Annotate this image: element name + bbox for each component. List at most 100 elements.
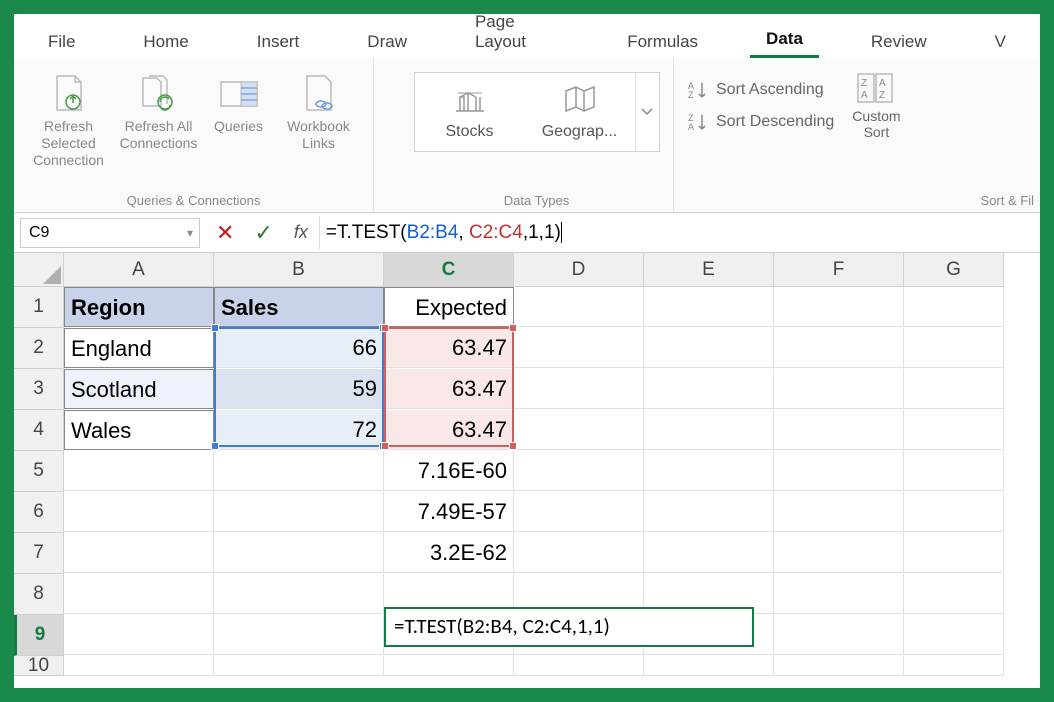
cell-D1[interactable] [514, 287, 644, 327]
cell-G5[interactable] [904, 451, 1004, 491]
row-header-8[interactable]: 8 [14, 574, 64, 615]
col-header-D[interactable]: D [514, 253, 644, 287]
cell-A7[interactable] [64, 533, 214, 573]
row-header-9[interactable]: 9 [14, 615, 64, 656]
formula-accept-button[interactable]: ✓ [244, 220, 282, 246]
cell-C6[interactable]: 7.49E-57 [384, 492, 514, 532]
cell-F7[interactable] [774, 533, 904, 573]
cell-C1[interactable]: Expected [384, 287, 514, 327]
custom-sort-button[interactable]: ZAAZ Custom Sort [844, 66, 908, 146]
cell-E6[interactable] [644, 492, 774, 532]
cell-C3[interactable]: 63.47 [384, 369, 514, 409]
tab-review[interactable]: Review [855, 26, 943, 58]
row-header-7[interactable]: 7 [14, 533, 64, 574]
cell-D5[interactable] [514, 451, 644, 491]
cell-B3[interactable]: 59 [214, 369, 384, 409]
active-cell-editor[interactable]: =T.TEST(B2:B4, C2:C4,1,1) [384, 607, 754, 647]
cell-B10[interactable] [214, 656, 384, 676]
cell-A6[interactable] [64, 492, 214, 532]
cell-B8[interactable] [214, 574, 384, 614]
cell-D3[interactable] [514, 369, 644, 409]
cell-D2[interactable] [514, 328, 644, 368]
col-header-G[interactable]: G [904, 253, 1004, 287]
row-header-5[interactable]: 5 [14, 451, 64, 492]
geography-button[interactable]: Geograp... [525, 73, 635, 151]
row-header-1[interactable]: 1 [14, 287, 64, 328]
cell-F6[interactable] [774, 492, 904, 532]
tab-file[interactable]: File [32, 26, 91, 58]
cell-B7[interactable] [214, 533, 384, 573]
cell-D10[interactable] [514, 656, 644, 676]
col-header-E[interactable]: E [644, 253, 774, 287]
formula-cancel-button[interactable]: ✕ [206, 220, 244, 246]
queries-button[interactable]: Queries [204, 66, 274, 193]
spreadsheet-grid[interactable]: A B C D E F G 1 Region Sales Expected 2 … [14, 253, 1040, 676]
cell-A1[interactable]: Region [64, 287, 214, 327]
cell-C7[interactable]: 3.2E-62 [384, 533, 514, 573]
cell-F2[interactable] [774, 328, 904, 368]
cell-F10[interactable] [774, 656, 904, 676]
tab-view-truncated[interactable]: V [979, 26, 1022, 58]
row-header-4[interactable]: 4 [14, 410, 64, 451]
cell-B9[interactable] [214, 615, 384, 655]
name-box[interactable]: C9 ▾ [20, 218, 200, 248]
cell-G2[interactable] [904, 328, 1004, 368]
cell-A9[interactable] [64, 615, 214, 655]
cell-G7[interactable] [904, 533, 1004, 573]
cell-A10[interactable] [64, 656, 214, 676]
cell-G8[interactable] [904, 574, 1004, 614]
cell-E7[interactable] [644, 533, 774, 573]
cell-B6[interactable] [214, 492, 384, 532]
cell-D4[interactable] [514, 410, 644, 450]
cell-E1[interactable] [644, 287, 774, 327]
tab-formulas[interactable]: Formulas [611, 26, 714, 58]
cell-C5[interactable]: 7.16E-60 [384, 451, 514, 491]
refresh-selected-button[interactable]: Refresh Selected Connection [24, 66, 114, 193]
tab-insert[interactable]: Insert [241, 26, 316, 58]
tab-draw[interactable]: Draw [351, 26, 423, 58]
cell-E4[interactable] [644, 410, 774, 450]
cell-E2[interactable] [644, 328, 774, 368]
cell-B2[interactable]: 66 [214, 328, 384, 368]
cell-G3[interactable] [904, 369, 1004, 409]
col-header-A[interactable]: A [64, 253, 214, 287]
row-header-2[interactable]: 2 [14, 328, 64, 369]
cell-A5[interactable] [64, 451, 214, 491]
sort-descending-button[interactable]: ZA Sort Descending [688, 106, 834, 138]
select-all-corner[interactable] [14, 253, 64, 287]
cell-G10[interactable] [904, 656, 1004, 676]
row-header-3[interactable]: 3 [14, 369, 64, 410]
cell-F1[interactable] [774, 287, 904, 327]
cell-B4[interactable]: 72 [214, 410, 384, 450]
cell-E10[interactable] [644, 656, 774, 676]
cell-C10[interactable] [384, 656, 514, 676]
cell-F5[interactable] [774, 451, 904, 491]
cell-E5[interactable] [644, 451, 774, 491]
cell-F4[interactable] [774, 410, 904, 450]
cell-G1[interactable] [904, 287, 1004, 327]
sort-ascending-button[interactable]: AZ Sort Ascending [688, 74, 834, 106]
formula-input[interactable]: =T.TEST(B2:B4, C2:C4,1,1) [319, 216, 1040, 250]
cell-F3[interactable] [774, 369, 904, 409]
cell-A4[interactable]: Wales [64, 410, 214, 450]
cell-F9[interactable] [774, 615, 904, 655]
cell-E3[interactable] [644, 369, 774, 409]
tab-data[interactable]: Data [750, 23, 819, 58]
cell-D7[interactable] [514, 533, 644, 573]
stocks-button[interactable]: Stocks [415, 73, 525, 151]
cell-D6[interactable] [514, 492, 644, 532]
cell-B5[interactable] [214, 451, 384, 491]
col-header-C[interactable]: C [384, 253, 514, 287]
cell-C4[interactable]: 63.47 [384, 410, 514, 450]
refresh-all-button[interactable]: Refresh All Connections [114, 66, 204, 193]
tab-home[interactable]: Home [127, 26, 204, 58]
cell-G6[interactable] [904, 492, 1004, 532]
row-header-6[interactable]: 6 [14, 492, 64, 533]
col-header-F[interactable]: F [774, 253, 904, 287]
cell-C2[interactable]: 63.47 [384, 328, 514, 368]
cell-B1[interactable]: Sales [214, 287, 384, 327]
row-header-10[interactable]: 10 [14, 656, 64, 676]
cell-A3[interactable]: Scotland [64, 369, 214, 409]
cell-A2[interactable]: England [64, 328, 214, 368]
fx-button[interactable]: fx [283, 222, 319, 243]
